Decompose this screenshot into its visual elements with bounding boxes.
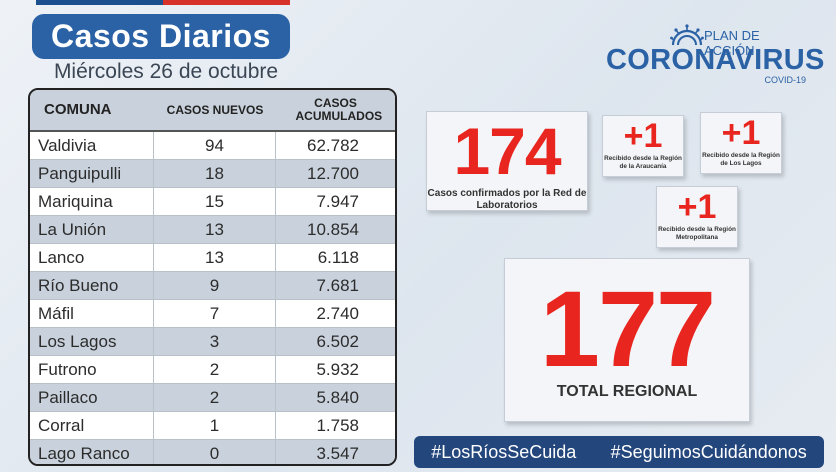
table-row: Futrono 2 5.932 xyxy=(30,356,395,384)
cell-acumulados: 62.782 xyxy=(307,135,359,155)
cell-nuevos: 94 xyxy=(154,132,276,159)
cell-comuna: Valdivia xyxy=(30,132,154,159)
cell-nuevos: 3 xyxy=(154,328,276,355)
table-row: La Unión 13 10.854 xyxy=(30,216,395,244)
table-row: Lago Ranco 0 3.547 xyxy=(30,440,395,464)
cell-nuevos: 18 xyxy=(154,160,276,187)
hashtag-bar: #LosRíosSeCuida #SeguimosCuidándonos xyxy=(414,436,824,468)
cell-nuevos: 9 xyxy=(154,272,276,299)
metropolitana-card: +1 Recibido desde la Región Metropolitan… xyxy=(656,186,738,248)
header-casos-nuevos: CASOS NUEVOS xyxy=(166,102,264,117)
cell-nuevos: 15 xyxy=(154,188,276,215)
table-body: Valdivia 94 62.782 Panguipulli 18 12.700 Mar… xyxy=(30,132,395,464)
table-row: Máfil 7 2.740 xyxy=(30,300,395,328)
cell-acumulados: 7.947 xyxy=(316,191,359,211)
cell-nuevos: 13 xyxy=(154,216,276,243)
lab-cases-caption: Casos confirmados por la Red de Laborato… xyxy=(427,188,587,211)
virus-icon xyxy=(670,24,704,46)
cell-acumulados: 12.700 xyxy=(307,163,359,183)
metropolitana-caption: Recibido desde la Región Metropolitana xyxy=(658,226,736,241)
cell-acumulados: 5.840 xyxy=(316,387,359,407)
cell-nuevos: 0 xyxy=(154,440,276,464)
report-date: Miércoles 26 de octubre xyxy=(53,60,279,83)
los-lagos-value: +1 xyxy=(721,114,761,152)
cell-comuna: Máfil xyxy=(30,300,154,327)
page-title: Casos Diarios xyxy=(32,14,290,59)
araucania-caption: Recibido desde la Región de la Araucanía xyxy=(604,155,682,170)
table-row: Corral 1 1.758 xyxy=(30,412,395,440)
header-comuna: COMUNA xyxy=(44,101,112,119)
cell-acumulados: 7.681 xyxy=(316,275,359,295)
logo-coronavirus-text: CORONAVIRUS xyxy=(606,44,825,76)
flag-stripe xyxy=(36,0,290,5)
cell-acumulados: 10.854 xyxy=(307,219,359,239)
cases-table: COMUNA CASOS NUEVOS CASOS ACUMULADOS Val… xyxy=(28,88,397,466)
cell-nuevos: 7 xyxy=(154,300,276,327)
total-regional-value: 177 xyxy=(539,268,716,389)
cell-comuna: Lago Ranco xyxy=(30,440,154,464)
logo-plan-text: PLAN DE ACCIÓN xyxy=(704,28,760,58)
araucania-card: +1 Recibido desde la Región de la Arauca… xyxy=(602,115,684,177)
cell-nuevos: 1 xyxy=(154,412,276,439)
cell-nuevos: 2 xyxy=(154,384,276,411)
los-lagos-caption: Recibido desde la Región de Los Lagos xyxy=(702,152,780,167)
araucania-value: +1 xyxy=(623,117,663,155)
table-row: Mariquina 15 7.947 xyxy=(30,188,395,216)
table-header: COMUNA CASOS NUEVOS CASOS ACUMULADOS xyxy=(30,90,395,132)
cell-comuna: Corral xyxy=(30,412,154,439)
cell-nuevos: 13 xyxy=(154,244,276,271)
header-casos-acumulados: CASOS ACUMULADOS xyxy=(276,90,395,130)
table-row: Valdivia 94 62.782 xyxy=(30,132,395,160)
cell-acumulados: 5.932 xyxy=(316,359,359,379)
header-casos-acumulados-text: CASOS ACUMULADOS xyxy=(295,96,383,123)
metropolitana-value: +1 xyxy=(677,188,717,226)
total-regional-card: 177 TOTAL REGIONAL xyxy=(504,258,750,422)
table-row: Lanco 13 6.118 xyxy=(30,244,395,272)
cell-comuna: Los Lagos xyxy=(30,328,154,355)
hashtag-los-rios: #LosRíosSeCuida xyxy=(431,441,577,462)
cell-comuna: La Unión xyxy=(30,216,154,243)
cell-comuna: Paillaco xyxy=(30,384,154,411)
los-lagos-card: +1 Recibido desde la Región de Los Lagos xyxy=(700,112,782,174)
lab-cases-card: 174 Casos confirmados por la Red de Labo… xyxy=(426,111,588,211)
cell-acumulados: 3.547 xyxy=(316,443,359,463)
cell-acumulados: 6.502 xyxy=(316,331,359,351)
cell-comuna: Río Bueno xyxy=(30,272,154,299)
table-row: Río Bueno 9 7.681 xyxy=(30,272,395,300)
hashtag-seguimos: #SeguimosCuidándonos xyxy=(610,441,807,462)
cell-comuna: Panguipulli xyxy=(30,160,154,187)
cell-comuna: Futrono xyxy=(30,356,154,383)
table-row: Panguipulli 18 12.700 xyxy=(30,160,395,188)
coronavirus-logo: PLAN DE ACCIÓN CORONAVIRUS COVID-19 xyxy=(604,24,824,86)
logo-covid-text: COVID-19 xyxy=(764,75,806,85)
cell-acumulados: 1.758 xyxy=(316,415,359,435)
cell-nuevos: 2 xyxy=(154,356,276,383)
table-row: Los Lagos 3 6.502 xyxy=(30,328,395,356)
lab-cases-value: 174 xyxy=(453,114,561,188)
table-row: Paillaco 2 5.840 xyxy=(30,384,395,412)
cell-comuna: Lanco xyxy=(30,244,154,271)
cell-acumulados: 2.740 xyxy=(316,303,359,323)
total-regional-caption: TOTAL REGIONAL xyxy=(556,383,698,400)
cell-comuna: Mariquina xyxy=(30,188,154,215)
cell-acumulados: 6.118 xyxy=(317,247,359,267)
